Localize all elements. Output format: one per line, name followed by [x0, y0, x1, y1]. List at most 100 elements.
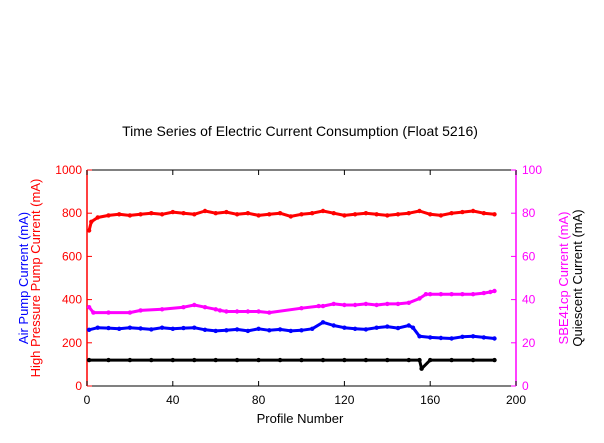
- series-0-point: [106, 213, 111, 218]
- x-tick-label: 200: [506, 393, 526, 407]
- series-1-point: [374, 325, 379, 330]
- series-2-point: [234, 309, 240, 314]
- series-0-point: [224, 209, 229, 215]
- series-0-point: [363, 211, 369, 216]
- series-1-point: [406, 323, 411, 328]
- series-1-point: [256, 326, 261, 331]
- series-1-point: [159, 325, 165, 330]
- series-3-point: [417, 357, 422, 363]
- series-1-point: [342, 325, 347, 330]
- series-2-point: [406, 300, 411, 305]
- left-tick-label: 0: [75, 379, 82, 393]
- series-1-point: [138, 326, 143, 331]
- series-2-point: [181, 305, 186, 310]
- series-0-point: [256, 213, 261, 218]
- axes-layer: 0 40 80 120 160 20002004006008001000020406080…: [55, 163, 542, 407]
- series-1-point: [192, 325, 197, 330]
- series-1-point: [149, 327, 154, 332]
- series-2-point: [159, 307, 165, 312]
- left-tick-label: 1000: [55, 163, 82, 177]
- series-1-point: [352, 326, 358, 331]
- series-1-point: [481, 335, 486, 340]
- series-0-point: [406, 211, 411, 216]
- series-2-point: [217, 308, 223, 313]
- series-1-point: [310, 326, 315, 331]
- series-0-point: [213, 211, 218, 216]
- series-2-point: [245, 309, 251, 314]
- left-axis-label-1: High Pressure Pump Current (mA): [28, 179, 43, 378]
- series-3-point: [492, 357, 497, 363]
- series-3-point: [127, 357, 133, 363]
- series-0-line: [87, 209, 495, 231]
- series-2-point: [470, 292, 476, 297]
- series-2-point: [256, 309, 261, 314]
- series-1-point: [320, 320, 326, 325]
- series-0-point: [117, 212, 122, 217]
- series-2-point: [224, 309, 229, 314]
- series-1-point: [277, 327, 283, 332]
- series-2-point: [352, 302, 358, 308]
- series-2-point: [449, 292, 454, 297]
- series-2-point: [395, 301, 401, 307]
- series-3-point: [192, 357, 197, 363]
- series-1-point: [127, 325, 133, 330]
- right-axis-label-1: SBE41cp Current (mA): [556, 212, 571, 345]
- x-tick-label: 160: [420, 393, 440, 407]
- series-0-point: [245, 211, 251, 216]
- series-2-point: [202, 305, 208, 310]
- series-1-point: [213, 328, 218, 334]
- series-0-point: [470, 208, 476, 214]
- left-tick-label: 200: [62, 336, 82, 350]
- series-0-point: [374, 212, 379, 217]
- series-3-point: [106, 357, 111, 363]
- series-1-point: [181, 325, 186, 331]
- x-tick-label: 40: [166, 393, 180, 407]
- series-0-point: [395, 212, 401, 217]
- series-2-point: [460, 292, 465, 297]
- series-0-point: [352, 212, 358, 217]
- series-2-point: [299, 306, 304, 311]
- series-1-point: [245, 328, 251, 334]
- series-2-point: [438, 292, 444, 297]
- right-tick-label: 40: [522, 293, 536, 307]
- series-3-point: [320, 357, 326, 363]
- series-0-point: [288, 214, 293, 219]
- right-tick-label: 0: [522, 379, 529, 393]
- series-0-point: [89, 219, 94, 224]
- x-axis-label: Profile Number: [257, 411, 344, 426]
- series-0-point: [159, 212, 165, 217]
- right-tick-label: 20: [522, 336, 536, 350]
- series-0-point: [320, 208, 326, 214]
- series-0-point: [342, 213, 347, 218]
- series-2-line: [87, 289, 495, 315]
- series-0-point: [86, 228, 92, 233]
- series-0-point: [428, 212, 433, 217]
- series-0-point: [234, 212, 240, 217]
- series-0-point: [277, 211, 283, 216]
- series-2-point: [192, 302, 197, 308]
- series-1-point: [117, 326, 122, 331]
- chart-title: Time Series of Electric Current Consumpt…: [122, 123, 478, 139]
- right-tick-label: 100: [522, 163, 542, 177]
- series-1-point: [363, 327, 369, 332]
- series-0-point: [138, 212, 143, 217]
- series-1-point: [86, 327, 92, 332]
- series-1-point: [288, 328, 293, 334]
- series-0-point: [95, 215, 100, 220]
- series-0-point: [127, 213, 133, 218]
- series-0-point: [449, 211, 454, 216]
- series-2-point: [86, 305, 92, 310]
- series-1-line: [88, 320, 495, 340]
- series-2-point: [363, 301, 369, 307]
- left-axis-label-2: Air Pump Current (mA): [16, 212, 31, 344]
- series-layer: [86, 208, 497, 371]
- series-2-point: [106, 310, 111, 315]
- series-2-point: [342, 302, 347, 308]
- left-tick-label: 800: [62, 206, 82, 220]
- series-1-point: [331, 323, 336, 328]
- series-3-point: [86, 357, 92, 363]
- series-1-point: [410, 325, 416, 330]
- series-3-point: [170, 357, 175, 363]
- plot-frame: [86, 169, 517, 387]
- series-2-point: [213, 307, 218, 312]
